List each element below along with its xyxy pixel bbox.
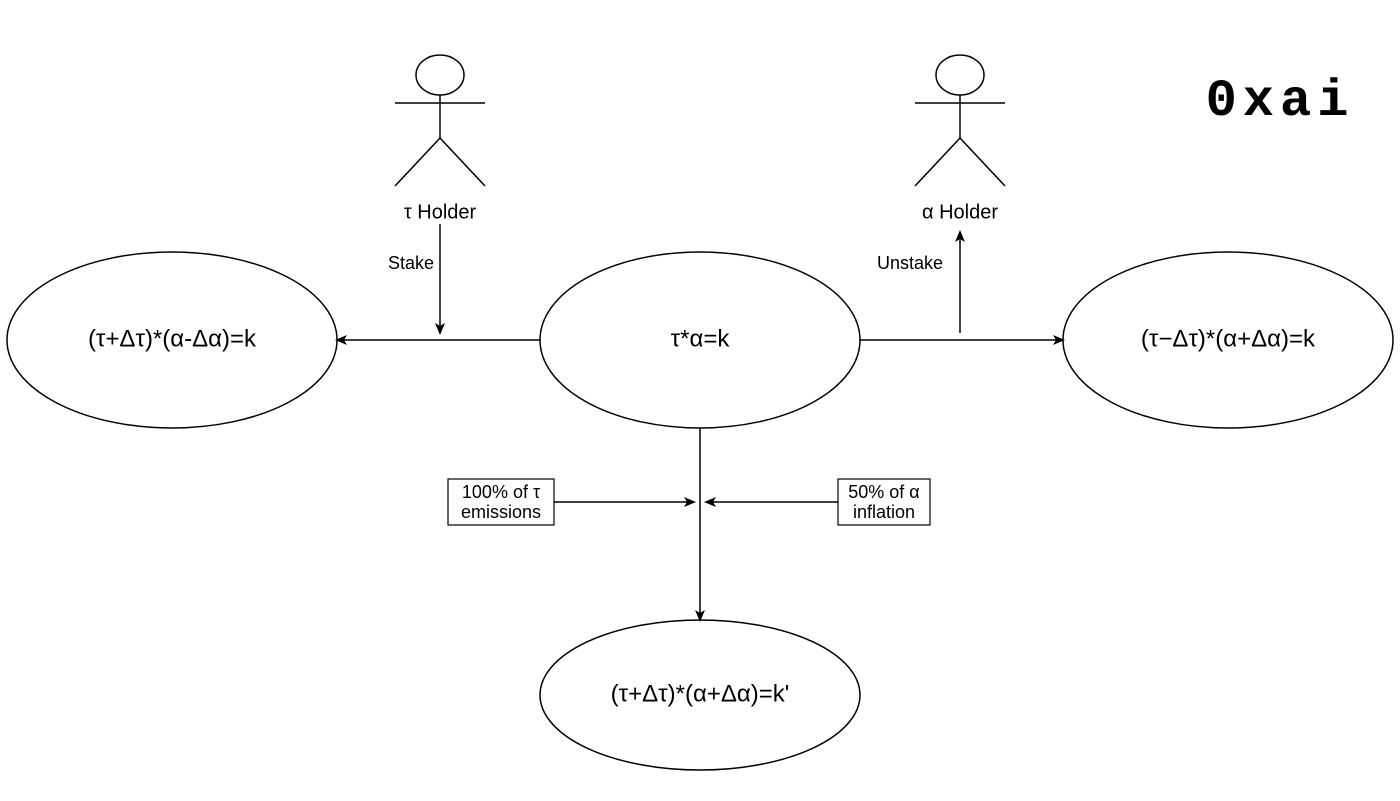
emissions-line2: emissions: [461, 502, 541, 522]
center-node-label: τ*α=k: [671, 325, 731, 352]
bottom-node: (τ+Δτ)*(α+Δα)=k': [540, 620, 860, 770]
stick-figure-icon: [395, 55, 485, 186]
center-node: τ*α=k: [540, 252, 860, 428]
emissions-box: 100% of τ emissions: [448, 479, 554, 525]
logo-text: 0xai: [1206, 72, 1355, 131]
right-node: (τ−Δτ)*(α+Δα)=k: [1063, 252, 1393, 428]
stake-label: Stake: [388, 253, 434, 273]
unstake-label: Unstake: [877, 253, 943, 273]
alpha-holder-actor: α Holder: [915, 55, 1005, 223]
flow-diagram: 0xai τ Holder α Holder τ*α=k (τ+Δτ)*(α-Δ…: [0, 0, 1400, 801]
inflation-line2: inflation: [853, 502, 915, 522]
tau-holder-label: τ Holder: [404, 201, 477, 223]
left-node-label: (τ+Δτ)*(α-Δα)=k: [88, 325, 257, 352]
emissions-line1: 100% of τ: [462, 482, 540, 502]
left-node: (τ+Δτ)*(α-Δα)=k: [7, 252, 337, 428]
tau-holder-actor: τ Holder: [395, 55, 485, 223]
stick-figure-icon: [915, 55, 1005, 186]
bottom-node-label: (τ+Δτ)*(α+Δα)=k': [611, 680, 790, 707]
inflation-box: 50% of α inflation: [838, 479, 930, 525]
alpha-holder-label: α Holder: [922, 201, 998, 223]
right-node-label: (τ−Δτ)*(α+Δα)=k: [1141, 325, 1316, 352]
inflation-line1: 50% of α: [848, 482, 919, 502]
